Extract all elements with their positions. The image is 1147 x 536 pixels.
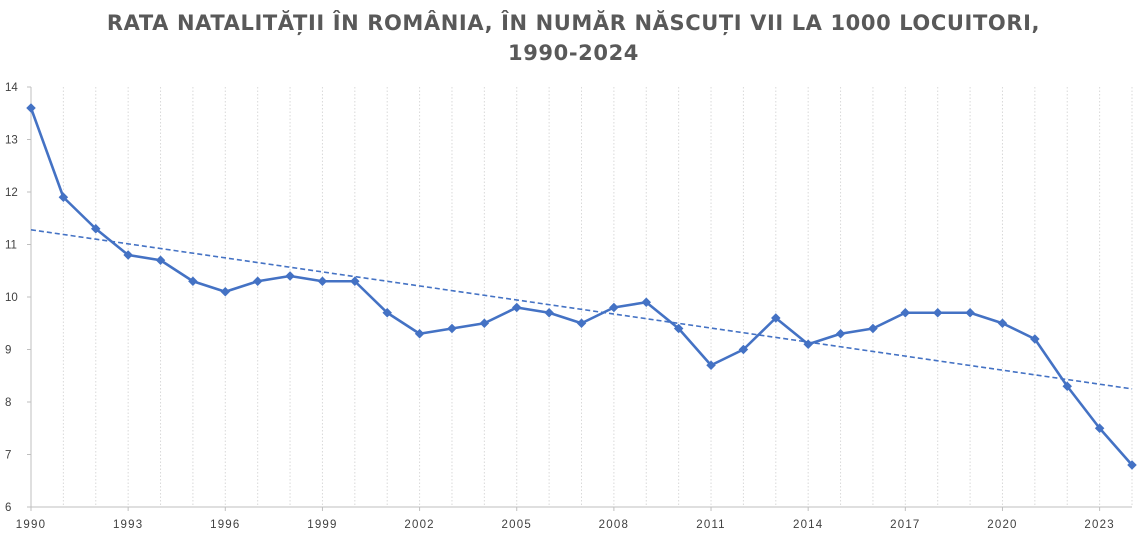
- chart-title-line1: RATA NATALITĂȚII ÎN ROMÂNIA, ÎN NUMĂR NĂ…: [106, 11, 1041, 35]
- data-point-2002: [414, 328, 425, 339]
- data-point-2003: [447, 323, 457, 334]
- data-point-2005: [511, 302, 522, 313]
- x-tick-label-2014: 2014: [793, 519, 823, 531]
- x-tick-label-1999: 1999: [307, 519, 337, 531]
- x-tick-label-1990: 1990: [16, 519, 46, 531]
- data-point-1995: [188, 276, 198, 287]
- series-group: [26, 103, 1137, 470]
- data-point-2016: [868, 323, 878, 334]
- y-tick-label-10: 10: [5, 292, 18, 304]
- x-tick-label-2011: 2011: [696, 519, 726, 531]
- data-point-1994: [155, 255, 166, 266]
- y-tick-label-6: 6: [5, 502, 11, 514]
- x-tick-label-1996: 1996: [210, 519, 240, 531]
- y-tick-label-7: 7: [5, 450, 11, 462]
- data-point-1990: [26, 103, 36, 113]
- x-tick-label-2023: 2023: [1084, 519, 1114, 531]
- data-point-2006: [544, 307, 554, 318]
- data-point-2000: [350, 276, 360, 287]
- data-point-2007: [576, 318, 587, 329]
- y-tick-label-9: 9: [5, 345, 11, 357]
- y-tick-label-11: 11: [5, 240, 17, 252]
- data-point-1996: [220, 286, 231, 297]
- y-tick-label-14: 14: [5, 82, 18, 94]
- data-point-2011: [706, 360, 716, 371]
- data-point-2019: [965, 307, 975, 318]
- data-point-1993: [123, 250, 133, 260]
- x-tick-label-2005: 2005: [502, 519, 532, 531]
- data-point-2004: [479, 318, 490, 329]
- data-point-1997: [252, 276, 263, 287]
- data-point-2022: [1062, 381, 1073, 392]
- data-point-2018: [932, 307, 943, 318]
- data-point-2015: [835, 328, 846, 339]
- data-point-1992: [90, 223, 101, 234]
- data-point-2001: [382, 307, 392, 318]
- x-tick-label-2002: 2002: [404, 519, 434, 531]
- data-point-2010: [673, 323, 684, 334]
- tick-labels: 6 7 8 9 10 11 12 13 14 1990 1993 1996 1999 2002 2005 20…: [5, 82, 1114, 531]
- data-point-2013: [771, 313, 781, 323]
- y-tick-label-8: 8: [5, 397, 11, 409]
- data-point-1999: [317, 276, 328, 287]
- data-point-2023: [1094, 423, 1105, 434]
- data-point-1998: [285, 271, 295, 281]
- data-point-2020: [997, 318, 1008, 329]
- y-tick-label-13: 13: [5, 135, 18, 147]
- data-point-2017: [900, 307, 911, 318]
- data-point-2008: [609, 302, 619, 313]
- data-point-2014: [803, 339, 813, 350]
- y-tick-label-12: 12: [5, 187, 18, 199]
- data-point-2009: [641, 297, 652, 308]
- x-tick-label-2020: 2020: [987, 519, 1017, 531]
- data-point-2012: [738, 344, 749, 355]
- axes: [27, 86, 1132, 511]
- x-tick-label-2008: 2008: [599, 519, 629, 531]
- chart-title: RATA NATALITĂȚII ÎN ROMÂNIA, ÎN NUMĂR NĂ…: [0, 8, 1147, 68]
- data-point-2021: [1030, 334, 1040, 344]
- gridlines: [30, 87, 1133, 507]
- x-tick-label-1993: 1993: [113, 519, 143, 531]
- trendline-group: [30, 229, 1133, 390]
- data-point-1991: [58, 192, 69, 203]
- x-tick-label-2017: 2017: [890, 519, 920, 531]
- trendline: [30, 229, 1133, 390]
- data-point-2024: [1127, 460, 1137, 470]
- chart-title-line2: 1990-2024: [507, 41, 639, 65]
